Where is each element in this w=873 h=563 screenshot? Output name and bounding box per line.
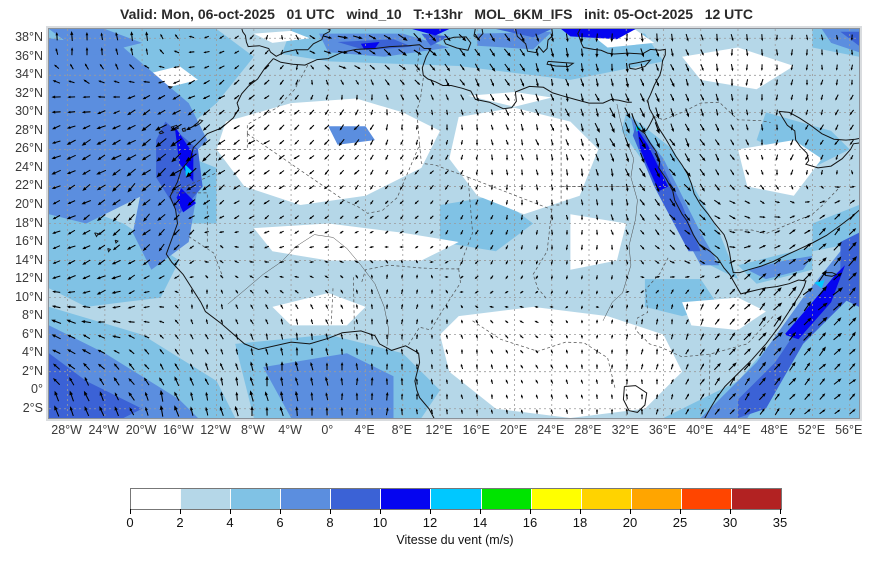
colorbar-tick-label: 8 [326,515,334,530]
y-tick-label: 24°N [15,159,43,174]
y-tick-label: 0° [31,382,43,397]
y-tick-label: 2°N [22,363,43,378]
colorbar-segment [281,489,332,509]
colorbar-segment [481,489,532,509]
wind-map-svg [49,29,859,418]
y-tick-label: 36°N [15,48,43,63]
colorbar-tick [230,509,231,514]
colorbar-tick-label: 20 [622,515,638,530]
y-tick-label: 26°N [15,141,43,156]
country-borders [169,47,841,399]
coastlines [94,29,859,418]
colorbar-tick [280,509,281,514]
x-tick-label: 16°E [462,423,490,437]
colorbar-tick [630,509,631,514]
colorbar-segment [431,489,482,509]
colorbar [130,488,782,510]
x-tick-label: 8°E [391,423,412,437]
colorbar-segment [631,489,682,509]
y-tick-label: 32°N [15,85,43,100]
colorbar-tick [380,509,381,514]
x-tick-label: 28°W [51,423,82,437]
x-tick-label: 52°E [797,423,826,437]
x-tick-label: 32°E [611,423,639,437]
colorbar-tick-label: 25 [672,515,688,530]
colorbar-tick-label: 16 [522,515,538,530]
map-frame [48,28,860,419]
colorbar-tick-label: 6 [276,515,284,530]
y-tick-label: 6°N [22,326,43,341]
y-tick-label: 8°N [22,308,43,323]
y-tick-label: 34°N [15,67,43,82]
colorbar-title: Vitesse du vent (m/s) [396,533,514,547]
colorbar-tick [730,509,731,514]
x-tick-label: 48°E [760,423,788,437]
y-tick-label: 2°S [22,400,43,415]
colorbar-tick-label: 12 [422,515,438,530]
x-tick-label: 20°E [499,423,528,437]
colorbar-tick-label: 0 [126,515,134,530]
colorbar-tick-label: 10 [372,515,388,530]
colorbar-tick-label: 30 [722,515,738,530]
y-tick-label: 30°N [15,104,43,119]
colorbar-segment [581,489,632,509]
y-tick-label: 12°N [15,271,43,286]
colorbar-tick-label: 18 [572,515,588,530]
colorbar-segment [131,489,182,509]
colorbar-segment [531,489,582,509]
x-tick-label: 0° [321,423,334,437]
y-tick-label: 10°N [15,289,43,304]
colorbar-segment [381,489,432,509]
colorbar-segment [731,489,782,509]
colorbar-segment [231,489,282,509]
colorbar-tick [680,509,681,514]
colorbar-tick [780,509,781,514]
x-tick-label: 4°E [354,423,375,437]
colorbar-tick-label: 14 [472,515,488,530]
map-title: Valid: Mon, 06-oct-2025 01 UTC wind_10 T… [120,6,753,22]
x-tick-label: 24°W [88,423,120,437]
rivers [227,103,638,346]
x-tick-label: 20°W [125,423,157,437]
colorbar-segment [181,489,232,509]
x-tick-label: 28°E [574,423,602,437]
colorbar-tick [330,509,331,514]
y-tick-label: 18°N [15,215,43,230]
colorbar-tick [130,509,131,514]
colorbar-tick [580,509,581,514]
colorbar-tick [480,509,481,514]
x-tick-label: 36°E [648,423,677,437]
y-tick-label: 14°N [15,252,43,267]
x-tick-label: 40°E [686,423,714,437]
x-tick-label: 4°W [278,423,302,437]
x-tick-label: 12°E [425,423,453,437]
x-tick-label: 24°E [537,423,565,437]
wind-arrows [51,31,858,417]
colorbar-segment [681,489,732,509]
x-tick-label: 44°E [723,423,751,437]
graticule [49,29,859,418]
y-tick-label: 4°N [22,345,43,360]
y-tick-label: 16°N [15,234,43,249]
colorbar-tick [180,509,181,514]
colorbar-segment [331,489,382,509]
y-tick-label: 38°N [15,30,43,45]
x-tick-label: 56°E [835,423,863,437]
colorbar-tick-label: 35 [772,515,788,530]
colorbar-tick-label: 2 [176,515,184,530]
colorbar-tick-label: 4 [226,515,234,530]
x-tick-label: 8°W [240,423,265,437]
y-tick-label: 20°N [15,196,43,211]
y-tick-label: 22°N [15,178,43,193]
x-tick-label: 16°W [162,423,194,437]
colorbar-tick [530,509,531,514]
speed-shading [49,29,859,418]
x-tick-label: 12°W [200,423,231,437]
y-tick-label: 28°N [15,122,43,137]
colorbar-tick [430,509,431,514]
